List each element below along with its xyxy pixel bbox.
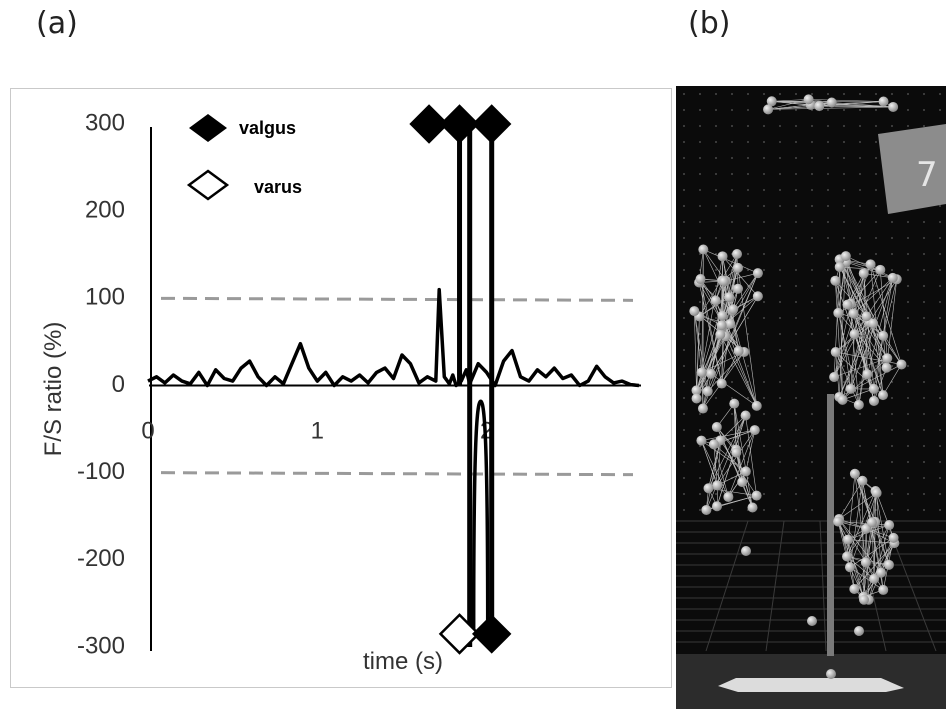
floor-marker-shape xyxy=(718,678,904,692)
y-tick-label: 0 xyxy=(112,371,125,398)
force-pole xyxy=(827,394,834,656)
motion-capture-image: 7 xyxy=(676,86,946,709)
x-axis-title: time (s) xyxy=(363,648,443,675)
valgus-marker xyxy=(473,615,511,653)
display-glyph: 7 xyxy=(916,155,938,195)
y-axis-title: F/S ratio (%) xyxy=(40,322,67,457)
y-tick-label: -200 xyxy=(77,545,125,572)
panel-label-b: (b) xyxy=(688,6,730,41)
valgus-marker xyxy=(473,105,511,143)
legend-valgus-marker xyxy=(189,114,227,142)
x-tick-label: 0 xyxy=(141,418,154,445)
motion-capture-scene: 7 xyxy=(676,86,946,709)
y-tick-label: 100 xyxy=(85,284,125,311)
threshold-line-1 xyxy=(161,298,633,300)
legend-varus-label: varus xyxy=(254,177,302,197)
x-tick-label: 1 xyxy=(311,418,324,445)
legend-valgus-label: valgus xyxy=(239,118,296,138)
y-tick-label: -300 xyxy=(77,632,125,659)
y-tick-label: 200 xyxy=(85,197,125,224)
legend-varus-marker xyxy=(189,171,227,199)
threshold-line-2 xyxy=(161,473,633,475)
y-tick-label: -100 xyxy=(77,458,125,485)
series-line-1 xyxy=(148,290,639,386)
y-tick-label: 300 xyxy=(85,109,125,136)
panel-label-a: (a) xyxy=(36,6,78,41)
